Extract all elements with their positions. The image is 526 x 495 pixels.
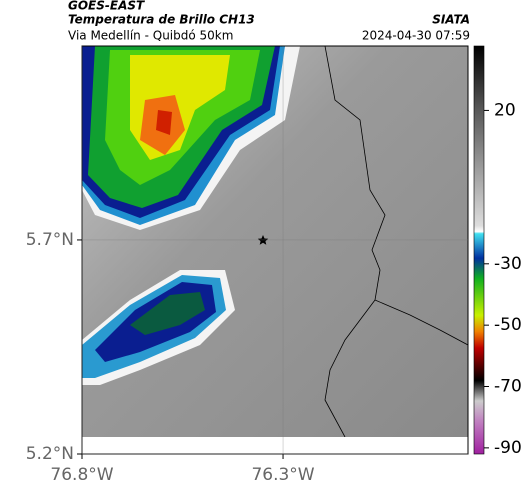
x-tick-label: 76.3°W: [251, 465, 314, 485]
y-tick-label: 5.2°N: [26, 444, 74, 464]
y-tick-label: 5.7°N: [26, 230, 74, 250]
colorbar: [473, 45, 485, 455]
colorbar-tick-label: -90: [494, 438, 522, 458]
source: GOES-EAST: [68, 0, 145, 13]
x-tick-label: 76.8°W: [50, 465, 113, 485]
colorbar-tick-label: 20: [494, 100, 516, 120]
colorbar-tick-label: -50: [494, 315, 522, 335]
colorbar-tick-label: -70: [494, 377, 522, 397]
colorbar-tick-label: -30: [494, 254, 522, 274]
title: Temperatura de Brillo CH13: [68, 13, 255, 27]
datetime: 2024-04-30 07:59: [362, 29, 470, 43]
imagery: [82, 46, 468, 437]
subtitle: Via Medellín - Quibdó 50km: [68, 29, 233, 43]
agency: SIATA: [432, 13, 470, 27]
